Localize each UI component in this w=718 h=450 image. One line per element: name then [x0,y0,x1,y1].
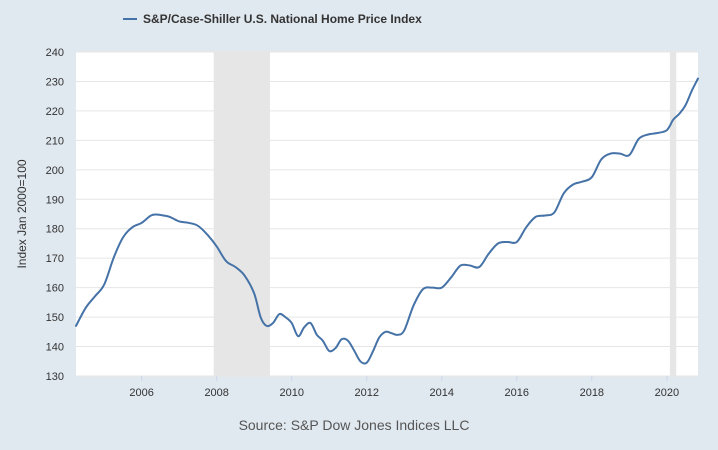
x-axis-ticks: 2006 2008 2010 2012 2014 2016 2018 2020 [129,376,679,399]
y-tick-label-210: 210 [46,135,64,147]
series-line-home-price-index [75,77,699,365]
y-tick-label-230: 230 [46,76,64,88]
grid-lines [76,51,698,377]
x-tick-label-2014: 2014 [430,387,454,399]
y-tick-label-220: 220 [46,106,64,118]
y-tick-label-240: 240 [46,47,64,59]
y-tick-label-140: 140 [46,342,64,354]
y-tick-label-170: 170 [46,253,64,265]
x-tick-label-2010: 2010 [279,387,303,399]
y-tick-label-160: 160 [46,283,64,295]
y-tick-label-200: 200 [46,165,64,177]
x-tick-label-2006: 2006 [129,387,153,399]
x-tick-label-2016: 2016 [505,387,529,399]
legend-label: S&P/Case-Shiller U.S. National Home Pric… [143,12,422,26]
y-tick-label-130: 130 [46,371,64,383]
x-tick-label-2020: 2020 [655,387,679,399]
x-tick-label-2012: 2012 [354,387,378,399]
y-axis-title: Index Jan 2000=100 [15,159,29,268]
plot-background [76,52,698,376]
y-tick-label-180: 180 [46,224,64,236]
recession-band-2 [669,52,677,376]
recession-bands [213,52,677,376]
y-tick-label-190: 190 [46,194,64,206]
source-note: Source: S&P Dow Jones Indices LLC [239,417,470,433]
x-tick-label-2008: 2008 [204,387,228,399]
recession-band-1 [213,52,270,376]
y-axis-ticks: 130 140 150 160 170 180 190 200 210 220 230 240 [46,47,64,383]
y-tick-label-150: 150 [46,312,64,324]
legend[interactable]: S&P/Case-Shiller U.S. National Home Pric… [123,12,422,26]
x-tick-label-2018: 2018 [580,387,604,399]
